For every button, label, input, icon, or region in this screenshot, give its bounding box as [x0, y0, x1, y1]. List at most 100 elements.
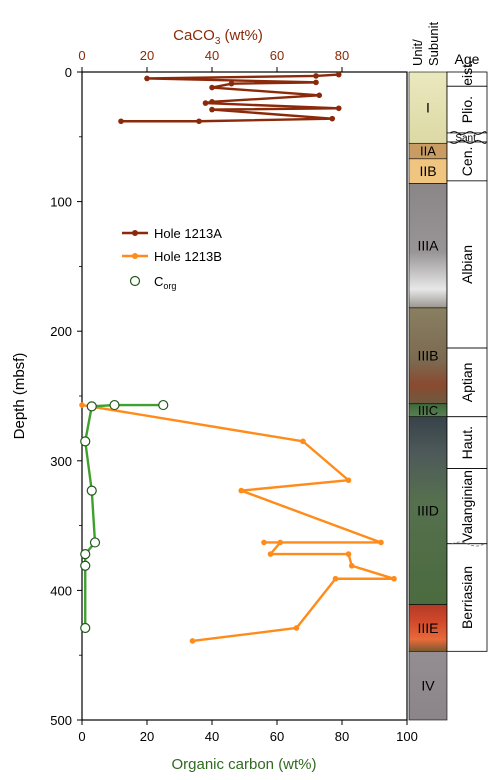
- series-hole-1213a-point-12: [196, 118, 202, 125]
- unit-block-iiie: [408, 604, 448, 652]
- top-tick-label-60: 60: [270, 48, 284, 63]
- unit-label-iiid: IIID: [417, 503, 439, 519]
- series-corg-point-2: [86, 401, 97, 412]
- unit-block-iiia: [408, 183, 448, 309]
- series-hole-1213b-point-3: [238, 487, 245, 494]
- series-hole-1213b-point-2: [345, 477, 352, 484]
- series-hole-1213b-point-0: [79, 402, 85, 408]
- bottom-tick-label-0: 0: [78, 729, 85, 744]
- series-hole-1213b-point-8: [345, 551, 352, 557]
- series-corg-line: [84, 403, 164, 628]
- series-hole-1213b-point-13: [189, 638, 196, 644]
- series-hole-1213b-point-11: [332, 575, 339, 582]
- series-hole-1213a-point-7: [209, 99, 215, 105]
- bottom-tick-label-80: 80: [335, 729, 349, 744]
- age-label-cen: Cen.: [459, 147, 475, 177]
- series-corg-point-5: [89, 537, 101, 548]
- series-hole-1213a-point-1: [313, 73, 319, 79]
- top-tick-label-40: 40: [205, 48, 219, 63]
- series-hole-1213b-point-7: [267, 551, 274, 557]
- age-column: Pleist.Plio.Sant.Cen.AlbianAptianHaut.Va…: [446, 60, 488, 652]
- y-tick-label-300: 300: [50, 454, 72, 469]
- unit-label-iia: IIA: [420, 144, 436, 159]
- bottom-tick-label-100: 100: [396, 729, 418, 744]
- series-corg-point-4: [86, 485, 97, 496]
- top-tick-label-80: 80: [335, 48, 349, 63]
- series-hole-1213a-point-5: [209, 84, 215, 91]
- age-label-sant: Sant.: [455, 133, 478, 144]
- age-block-valanginian: [446, 468, 488, 545]
- legend-label-corg-subscript: org: [163, 281, 176, 291]
- age-header: Age: [455, 51, 480, 67]
- series-hole-1213a-point-2: [144, 75, 150, 82]
- y-tick-label-500: 500: [50, 713, 72, 728]
- unit-label-i: I: [426, 100, 430, 116]
- legend-swatch-corg-marker: [129, 275, 141, 287]
- age-label-plio: Plio.: [459, 96, 475, 123]
- series-corg-point-8: [80, 622, 91, 634]
- age-block-albian: [446, 180, 488, 349]
- age-block-cen: [446, 141, 488, 182]
- y-axis-ticks: 0 100 200 300 400 500: [50, 65, 82, 728]
- age-uncertain-boundaries: [449, 131, 487, 547]
- series-hole-1213a-point-0: [335, 71, 342, 78]
- unit-label-iv: IV: [421, 678, 435, 694]
- top-axis-ticks: 0 20 40 60 80: [78, 48, 349, 72]
- series-corg-point-3: [80, 436, 91, 447]
- series-hole-1213b-line: [81, 403, 396, 643]
- series-hole-1213a-point-8: [202, 100, 209, 106]
- series-hole-1213b-point-5: [261, 539, 267, 546]
- age-block-berriasian: [446, 543, 488, 652]
- bottom-tick-label-60: 60: [270, 729, 284, 744]
- series-corg-point-0: [158, 399, 169, 411]
- series-layer: [79, 71, 397, 644]
- y-tick-label-400: 400: [50, 583, 72, 598]
- age-label-aptian: Aptian: [459, 363, 475, 403]
- age-block-aptian: [446, 347, 488, 418]
- x-axis-label: Organic carbon (wt%): [171, 756, 316, 773]
- plot-area-frame: [81, 71, 408, 721]
- unit-block-iib: [408, 158, 448, 184]
- series-corg-point-7: [80, 560, 91, 571]
- legend: Hole 1213A Hole 1213B Corg: [122, 226, 222, 291]
- series-hole-1213a-point-6: [316, 92, 323, 99]
- series-hole-1213b-point-9: [348, 562, 355, 569]
- top-axis-label-unit: (wt%): [220, 27, 263, 44]
- top-tick-label-20: 20: [140, 48, 154, 63]
- age-label-valanginian: Valanginian: [459, 470, 475, 542]
- series-corg-point-1: [109, 399, 120, 411]
- top-axis-label: CaCO3 (wt%): [173, 27, 263, 47]
- y-tick-label-0: 0: [65, 65, 72, 80]
- legend-label-hole-1213b: Hole 1213B: [154, 249, 222, 264]
- series-hole-1213b-point-1: [300, 438, 306, 445]
- unit-block-iiid: [408, 416, 448, 605]
- y-tick-label-100: 100: [50, 195, 72, 210]
- unit-label-iiie: IIIE: [417, 620, 438, 636]
- unit-header-line2: Subunit: [426, 22, 441, 66]
- age-boundary-wavy-sant-cen: [449, 140, 487, 144]
- bottom-tick-label-20: 20: [140, 729, 154, 744]
- series-hole-1213a-point-13: [118, 118, 124, 125]
- unit-label-iiib: IIIB: [417, 348, 438, 364]
- series-hole-1213b-point-6: [277, 539, 284, 546]
- legend-swatch-hole-1213b-marker: [132, 253, 138, 259]
- unit-header-line1: Unit/: [410, 39, 425, 66]
- unit-label-iiia: IIIA: [417, 238, 439, 254]
- age-label-berriasian: Berriasian: [459, 566, 475, 629]
- series-hole-1213a-point-4: [228, 80, 235, 87]
- series-hole-1213b-point-4: [378, 539, 384, 546]
- series-hole-1213b-point-10: [391, 575, 397, 582]
- age-boundary-dashed-valanginian-berriasian: [451, 541, 485, 547]
- y-tick-label-200: 200: [50, 324, 72, 339]
- series-hole-1213a-line: [121, 73, 340, 123]
- age-label-haut: Haut.: [459, 426, 475, 459]
- age-boundary-wavy-plio-sant: [449, 131, 487, 135]
- bottom-axis-ticks: 0 20 40 60 80 100: [78, 720, 418, 744]
- y-axis-label: Depth (mbsf): [11, 353, 28, 440]
- bottom-tick-label-40: 40: [205, 729, 219, 744]
- series-hole-1213a-point-11: [329, 115, 336, 122]
- unit-label-iiic: IIIC: [418, 403, 438, 418]
- top-axis-label-subscript: 3: [215, 36, 221, 47]
